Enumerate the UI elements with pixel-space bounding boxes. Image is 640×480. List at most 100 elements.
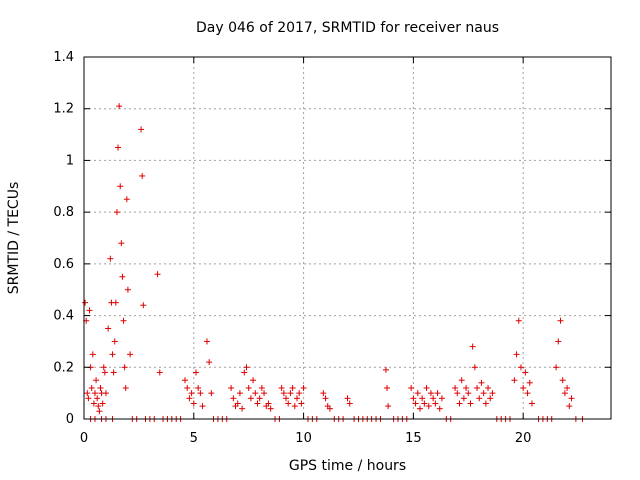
data-point	[476, 395, 483, 402]
data-point	[474, 384, 481, 391]
data-point	[90, 400, 97, 407]
data-point	[102, 390, 109, 397]
data-point	[117, 183, 124, 190]
data-point	[513, 351, 520, 358]
y-tick-label: 1.2	[53, 102, 74, 117]
data-point	[285, 400, 292, 407]
data-point	[289, 384, 296, 391]
data-point	[344, 395, 351, 402]
data-point	[408, 384, 415, 391]
data-point	[234, 400, 241, 407]
data-points	[82, 103, 586, 422]
data-point	[526, 379, 533, 386]
data-point	[245, 384, 252, 391]
data-point	[278, 384, 285, 391]
data-point	[557, 317, 564, 324]
data-point	[454, 390, 461, 397]
data-point	[184, 384, 191, 391]
data-point	[434, 390, 441, 397]
data-point	[520, 384, 527, 391]
data-point	[414, 390, 421, 397]
data-point	[522, 369, 529, 376]
data-point	[467, 400, 474, 407]
data-point	[419, 395, 426, 402]
data-point	[298, 400, 305, 407]
data-point	[482, 400, 489, 407]
data-point	[293, 395, 300, 402]
data-point	[208, 390, 215, 397]
data-point	[156, 369, 163, 376]
data-point	[112, 299, 119, 306]
data-point	[239, 405, 246, 412]
data-point	[93, 377, 100, 384]
data-point	[154, 271, 161, 278]
data-point	[480, 390, 487, 397]
data-point	[564, 384, 571, 391]
data-point	[296, 390, 303, 397]
data-point	[469, 343, 476, 350]
data-point	[561, 390, 568, 397]
data-point	[99, 400, 106, 407]
data-point	[139, 172, 146, 179]
data-point	[412, 400, 419, 407]
data-point	[109, 351, 116, 358]
data-point	[105, 325, 112, 332]
data-point	[553, 364, 560, 371]
data-point	[89, 351, 96, 358]
data-point	[485, 384, 492, 391]
data-point	[463, 384, 470, 391]
data-point	[460, 395, 467, 402]
x-tick-label: 10	[295, 431, 312, 446]
data-point	[111, 338, 118, 345]
data-point	[280, 390, 287, 397]
data-point	[197, 390, 204, 397]
data-point	[182, 377, 189, 384]
data-point	[247, 395, 254, 402]
data-point	[186, 395, 193, 402]
data-point	[421, 400, 428, 407]
data-point	[254, 400, 261, 407]
data-point	[427, 390, 434, 397]
data-point	[243, 364, 250, 371]
data-point	[436, 405, 443, 412]
data-point	[122, 384, 129, 391]
data-point	[119, 273, 126, 280]
data-point	[528, 400, 535, 407]
data-point	[261, 390, 268, 397]
data-point	[124, 286, 131, 293]
data-point	[487, 395, 494, 402]
data-point	[478, 379, 485, 386]
data-point	[382, 366, 389, 373]
data-point	[110, 369, 117, 376]
data-point	[256, 395, 263, 402]
data-point	[94, 395, 101, 402]
data-point	[322, 395, 329, 402]
y-axis-label: SRMTID / TECUs	[6, 182, 22, 295]
data-point	[250, 377, 257, 384]
data-point	[138, 126, 145, 133]
data-point	[385, 403, 392, 410]
x-tick-label: 0	[80, 431, 88, 446]
data-point	[199, 403, 206, 410]
data-point	[291, 403, 298, 410]
data-point	[511, 377, 518, 384]
data-point	[206, 359, 213, 366]
data-point	[88, 384, 95, 391]
data-point	[300, 384, 307, 391]
data-point	[287, 390, 294, 397]
data-point	[438, 395, 445, 402]
data-point	[384, 384, 391, 391]
data-point	[416, 405, 423, 412]
data-point	[115, 144, 122, 151]
data-point	[425, 403, 432, 410]
plot-frame	[83, 56, 612, 420]
data-point	[236, 390, 243, 397]
data-point	[326, 405, 333, 412]
data-point	[95, 403, 102, 410]
data-point	[252, 390, 259, 397]
x-tick-label: 5	[190, 431, 198, 446]
data-point	[96, 408, 103, 415]
data-point	[515, 317, 522, 324]
